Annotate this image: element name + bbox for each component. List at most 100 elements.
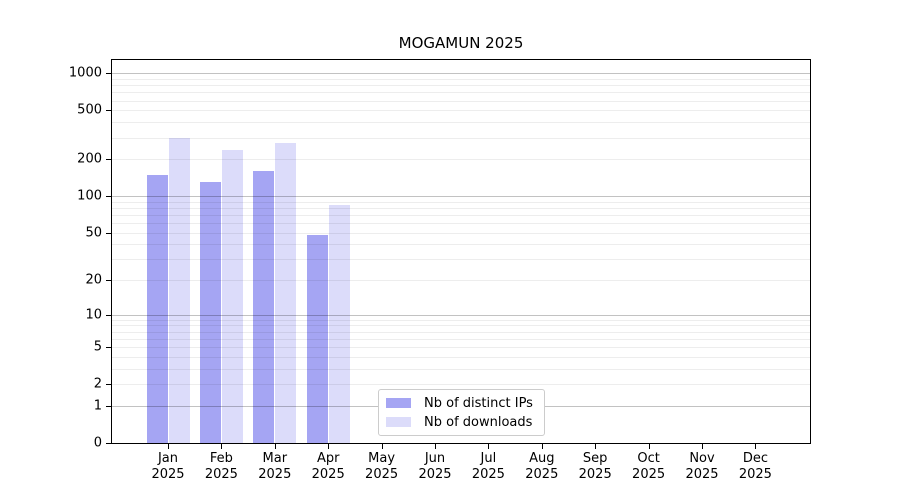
minor-gridline <box>112 347 810 349</box>
minor-gridline <box>112 319 810 321</box>
bar-distinct-ips <box>146 174 168 443</box>
minor-gridline <box>112 159 810 161</box>
x-tick <box>595 444 597 449</box>
chart-title: MOGAMUN 2025 <box>398 34 524 52</box>
x-tick-month: May <box>368 451 396 466</box>
legend-label-downloads: Nb of downloads <box>424 414 533 430</box>
x-tick-year: 2025 <box>471 467 505 482</box>
y-tick <box>106 280 112 282</box>
minor-gridline <box>112 92 810 94</box>
x-tick-label: Jan 2025 <box>136 451 200 483</box>
bar-downloads <box>328 204 350 443</box>
bar-distinct-ips <box>306 234 328 443</box>
y-tick <box>106 110 112 112</box>
x-tick <box>541 444 543 449</box>
x-tick <box>648 444 650 449</box>
x-tick <box>381 444 383 449</box>
x-tick-year: 2025 <box>365 467 399 482</box>
x-tick-month: Sep <box>582 451 608 466</box>
x-tick-year: 2025 <box>204 467 238 482</box>
bar-distinct-ips <box>253 171 275 443</box>
x-tick-month: Jan <box>157 451 179 466</box>
minor-gridline <box>112 85 810 87</box>
x-tick-label: Dec 2025 <box>723 451 787 483</box>
x-tick-month: Feb <box>209 451 233 466</box>
minor-gridline <box>112 137 810 139</box>
x-tick-month: Mar <box>262 451 288 466</box>
x-tick-year: 2025 <box>685 467 719 482</box>
minor-gridline <box>112 325 810 327</box>
x-tick <box>702 444 703 449</box>
x-tick-label: Aug 2025 <box>510 451 574 483</box>
y-tick-label: 5 <box>93 339 102 355</box>
x-tick-label: Oct 2025 <box>617 451 681 483</box>
minor-gridline <box>112 79 810 80</box>
y-tick <box>106 347 112 349</box>
x-tick-month: Apr <box>316 451 340 466</box>
x-tick-year: 2025 <box>258 467 292 482</box>
bar-downloads <box>168 137 190 443</box>
major-gridline <box>112 314 810 316</box>
x-tick <box>221 444 223 449</box>
x-tick-month: Dec <box>742 451 768 466</box>
minor-gridline <box>112 100 810 102</box>
y-tick-label: 500 <box>77 102 102 118</box>
y-tick <box>106 196 112 198</box>
bar-distinct-ips <box>199 182 221 443</box>
legend-swatch-distinct-ips <box>386 398 411 408</box>
minor-gridline <box>112 280 810 282</box>
legend-swatch-downloads <box>386 417 411 427</box>
x-tick-label: Nov 2025 <box>670 451 734 483</box>
minor-gridline <box>112 338 810 340</box>
major-gridline <box>112 196 810 198</box>
y-tick-label: 1000 <box>68 65 102 81</box>
bar-downloads <box>275 143 297 443</box>
x-tick-year: 2025 <box>311 467 345 482</box>
bar-downloads <box>221 149 243 443</box>
major-gridline <box>112 73 810 75</box>
minor-gridline <box>112 201 810 203</box>
y-tick-label: 50 <box>85 225 102 241</box>
x-tick-label: May 2025 <box>350 451 414 483</box>
legend-item-downloads: Nb of downloads <box>386 415 544 430</box>
x-tick-year: 2025 <box>525 467 559 482</box>
minor-gridline <box>112 384 810 386</box>
x-tick-label: Feb 2025 <box>189 451 253 483</box>
minor-gridline <box>112 214 810 216</box>
minor-gridline <box>112 110 810 112</box>
minor-gridline <box>112 244 810 246</box>
x-tick-label: Apr 2025 <box>296 451 360 483</box>
y-tick-label: 1 <box>93 398 102 414</box>
x-tick-year: 2025 <box>578 467 612 482</box>
x-tick-month: Oct <box>637 451 660 466</box>
legend-item-distinct-ips: Nb of distinct IPs <box>386 396 544 411</box>
y-tick-label: 20 <box>85 272 102 288</box>
y-tick <box>106 443 112 444</box>
x-tick-year: 2025 <box>151 467 185 482</box>
minor-gridline <box>112 122 810 124</box>
x-tick <box>755 444 757 449</box>
minor-gridline <box>112 368 810 370</box>
x-tick <box>435 444 436 449</box>
x-tick-month: Jul <box>480 451 497 466</box>
x-tick-month: Jun <box>424 451 446 466</box>
x-tick-label: Mar 2025 <box>243 451 307 483</box>
x-tick-month: Aug <box>529 451 555 466</box>
x-tick-label: Jul 2025 <box>456 451 520 483</box>
x-tick-label: Jun 2025 <box>403 451 467 483</box>
y-tick-label: 2 <box>93 376 102 392</box>
y-tick <box>106 314 112 316</box>
legend-label-distinct-ips: Nb of distinct IPs <box>424 395 533 411</box>
y-tick-label: 10 <box>85 307 102 323</box>
x-tick-label: Sep 2025 <box>563 451 627 483</box>
y-tick-label: 0 <box>93 435 102 451</box>
y-tick <box>106 384 112 386</box>
y-tick-label: 100 <box>77 188 102 204</box>
y-tick <box>106 159 112 161</box>
y-tick-label: 200 <box>77 151 102 167</box>
minor-gridline <box>112 259 810 261</box>
minor-gridline <box>112 232 810 234</box>
x-tick <box>488 444 490 449</box>
minor-gridline <box>112 356 810 358</box>
